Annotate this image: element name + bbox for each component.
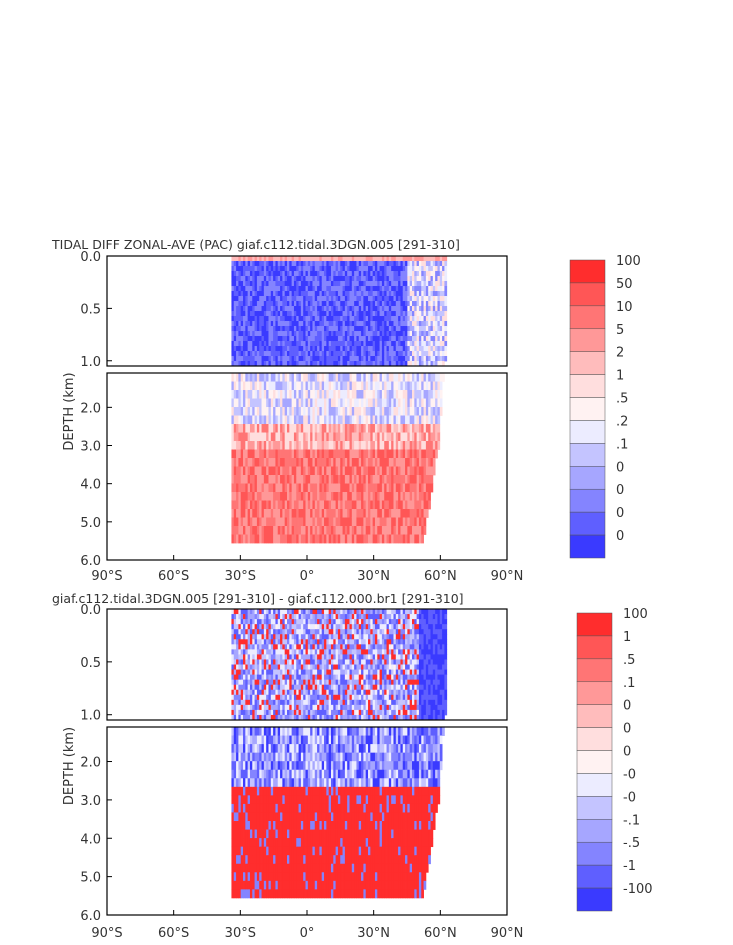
heatmap-field bbox=[231, 256, 448, 366]
y-tick-label: 2.0 bbox=[80, 756, 101, 771]
colorbar-label: .2 bbox=[616, 414, 628, 429]
colorbar-label: .5 bbox=[623, 653, 635, 668]
colorbar-label: 0 bbox=[616, 506, 624, 521]
y-axis-label: DEPTH (km) bbox=[62, 372, 77, 450]
y-tick-label: 4.0 bbox=[80, 478, 101, 493]
chart-panel-1: TIDAL DIFF ZONAL-AVE (PAC) giaf.c112.tid… bbox=[51, 237, 641, 584]
x-tick-label: 90°N bbox=[491, 569, 524, 584]
colorbar-label: 100 bbox=[616, 254, 641, 269]
y-tick-label: 1.0 bbox=[80, 355, 101, 370]
colorbar-swatch bbox=[569, 328, 606, 352]
colorbar-label: 100 bbox=[623, 607, 648, 622]
colorbar-label: 0 bbox=[616, 483, 624, 498]
colorbar-swatch bbox=[569, 351, 606, 375]
x-tick-label: 90°N bbox=[491, 926, 524, 941]
colorbar-label: 0 bbox=[616, 460, 624, 475]
y-tick-label: 6.0 bbox=[80, 909, 101, 924]
colorbar-label: 1 bbox=[616, 369, 624, 384]
chart-panel-2: giaf.c112.tidal.3DGN.005 [291-310] - gia… bbox=[52, 591, 653, 941]
y-tick-label: 2.0 bbox=[80, 401, 101, 416]
colorbar-swatch bbox=[576, 704, 613, 728]
colorbar-label: -0 bbox=[623, 790, 636, 805]
heatmap-field bbox=[231, 609, 448, 720]
y-tick-label: 4.0 bbox=[80, 832, 101, 847]
colorbar-swatch bbox=[576, 750, 613, 774]
colorbar-swatch bbox=[569, 511, 606, 536]
colorbar-swatch bbox=[576, 773, 613, 797]
y-tick-label: 0.0 bbox=[80, 250, 101, 265]
colorbar-swatch bbox=[569, 466, 606, 490]
x-tick-label: 90°S bbox=[91, 926, 122, 941]
x-tick-label: 60°N bbox=[424, 926, 457, 941]
y-axis-label: DEPTH (km) bbox=[62, 727, 77, 805]
colorbar-swatch bbox=[569, 488, 606, 513]
colorbar-label: -.1 bbox=[623, 813, 640, 828]
colorbar-label: 2 bbox=[616, 346, 624, 361]
y-tick-label: 3.0 bbox=[80, 440, 101, 455]
colorbar-label: 10 bbox=[616, 300, 633, 315]
x-tick-label: 60°S bbox=[158, 569, 189, 584]
colorbar-swatch bbox=[569, 305, 606, 330]
colorbar-legend: 100 1 .5 .1 0 0 0 -0 -0 -.1 -.5 -1 -100 bbox=[576, 607, 653, 912]
x-tick-label: 30°N bbox=[357, 569, 390, 584]
colorbar-label: 5 bbox=[616, 323, 624, 338]
colorbar-swatch bbox=[576, 658, 613, 683]
colorbar-swatch bbox=[569, 259, 606, 284]
colorbar-swatch bbox=[576, 887, 613, 912]
colorbar-label: .1 bbox=[616, 437, 628, 452]
y-tick-label: 0.0 bbox=[80, 603, 101, 618]
colorbar-swatch bbox=[576, 864, 613, 889]
x-tick-label: 60°S bbox=[158, 926, 189, 941]
y-tick-label: 0.5 bbox=[80, 656, 101, 671]
colorbar-swatch bbox=[576, 612, 613, 637]
colorbar-legend: 100 50 10 5 2 1 .5 .2 .1 0 0 0 0 bbox=[569, 254, 641, 559]
colorbar-swatch bbox=[569, 420, 606, 444]
y-tick-label: 5.0 bbox=[80, 516, 101, 531]
colorbar-swatch bbox=[569, 443, 606, 467]
colorbar-swatch bbox=[576, 681, 613, 705]
colorbar-label: -0 bbox=[623, 767, 636, 782]
x-tick-label: 0° bbox=[300, 926, 315, 941]
chart-title: TIDAL DIFF ZONAL-AVE (PAC) giaf.c112.tid… bbox=[51, 237, 460, 252]
heatmap-field bbox=[231, 727, 445, 899]
colorbar-swatch bbox=[576, 841, 613, 866]
y-tick-label: 0.5 bbox=[80, 302, 101, 317]
colorbar-label: 50 bbox=[616, 277, 633, 292]
y-tick-label: 6.0 bbox=[80, 554, 101, 569]
colorbar-label: -.5 bbox=[623, 836, 640, 851]
y-tick-label: 3.0 bbox=[80, 794, 101, 809]
colorbar-label: 0 bbox=[623, 699, 631, 714]
x-tick-label: 0° bbox=[300, 569, 315, 584]
colorbar-label: .1 bbox=[623, 676, 635, 691]
colorbar-swatch bbox=[569, 534, 606, 559]
colorbar-swatch bbox=[576, 727, 613, 751]
colorbar-label: 1 bbox=[623, 630, 631, 645]
colorbar-label: .5 bbox=[616, 392, 628, 407]
x-tick-label: 90°S bbox=[91, 569, 122, 584]
colorbar-label: -1 bbox=[623, 859, 636, 874]
colorbar-label: 0 bbox=[623, 722, 631, 737]
colorbar-label: -100 bbox=[623, 882, 653, 897]
upper-plot-frame bbox=[106, 608, 508, 721]
chart-title: giaf.c112.tidal.3DGN.005 [291-310] - gia… bbox=[52, 591, 464, 606]
colorbar-label: 0 bbox=[616, 529, 624, 544]
colorbar-swatch bbox=[569, 374, 606, 398]
x-tick-label: 30°S bbox=[225, 926, 256, 941]
colorbar-label: 0 bbox=[623, 745, 631, 760]
x-tick-label: 30°N bbox=[357, 926, 390, 941]
x-tick-label: 60°N bbox=[424, 569, 457, 584]
colorbar-swatch bbox=[569, 397, 606, 421]
x-tick-label: 30°S bbox=[225, 569, 256, 584]
colorbar-swatch bbox=[569, 282, 606, 307]
colorbar-swatch bbox=[576, 819, 613, 843]
y-tick-label: 5.0 bbox=[80, 871, 101, 886]
colorbar-swatch bbox=[576, 635, 613, 660]
heatmap-field bbox=[231, 373, 445, 544]
upper-plot-frame bbox=[106, 255, 508, 367]
y-tick-label: 1.0 bbox=[80, 709, 101, 724]
colorbar-swatch bbox=[576, 796, 613, 820]
